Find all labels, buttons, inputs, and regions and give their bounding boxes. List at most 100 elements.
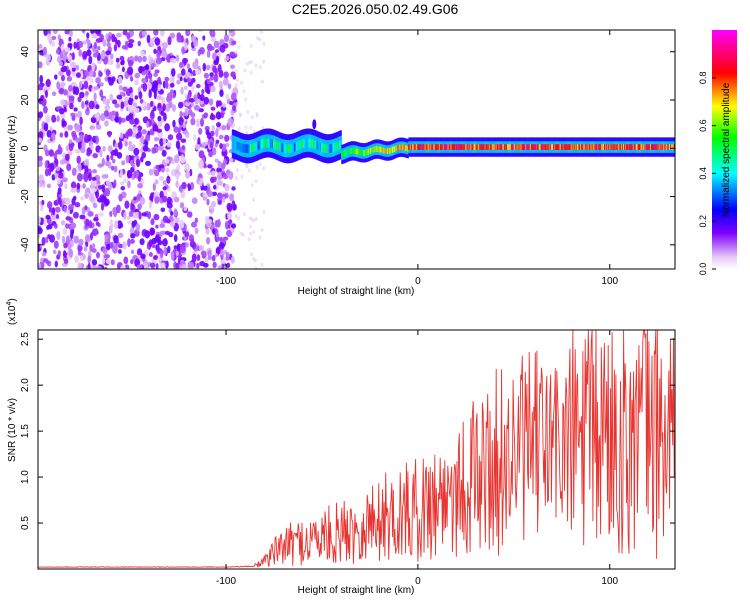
ridge-core — [445, 144, 448, 150]
noise-point — [259, 162, 262, 167]
noise-point — [107, 132, 112, 138]
noise-point — [154, 179, 159, 185]
noise-point — [80, 184, 84, 189]
noise-point — [91, 117, 97, 123]
noise-point — [170, 57, 175, 63]
ridge-core — [320, 142, 322, 152]
ridge-core — [438, 144, 440, 150]
noise-point — [220, 254, 224, 261]
noise-point — [38, 111, 44, 119]
noise-point — [166, 196, 172, 204]
noise-point — [124, 200, 130, 209]
noise-point — [211, 191, 218, 196]
noise-point — [209, 114, 216, 121]
noise-point — [216, 219, 221, 228]
noise-point — [66, 165, 71, 171]
noise-point — [206, 64, 211, 71]
ridge-core — [425, 144, 428, 150]
noise-point — [229, 100, 234, 106]
ridge-core — [405, 145, 407, 151]
noise-point — [132, 106, 137, 113]
ridge-core — [666, 144, 668, 150]
ridge-core — [645, 144, 647, 150]
noise-point — [79, 80, 83, 89]
noise-point — [84, 205, 88, 211]
y-tick-label: 40 — [20, 46, 31, 58]
noise-point — [242, 89, 246, 94]
noise-point — [212, 261, 217, 268]
ridge-core — [574, 144, 576, 150]
noise-point — [226, 262, 231, 269]
noise-point — [138, 91, 143, 100]
noise-point — [87, 262, 91, 269]
ridge-core — [310, 139, 313, 148]
noise-point — [185, 30, 191, 37]
ridge-core — [255, 142, 258, 151]
ridge-core — [306, 138, 309, 148]
noise-point — [151, 244, 156, 249]
noise-point — [168, 101, 173, 109]
y-tick-label: -40 — [20, 237, 31, 252]
noise-point — [41, 236, 46, 246]
noise-point — [171, 169, 176, 177]
ridge-core — [269, 138, 271, 148]
ridge-core — [247, 144, 249, 154]
noise-point — [90, 180, 97, 186]
noise-point — [121, 160, 126, 166]
noise-point — [74, 64, 80, 71]
noise-point — [141, 152, 146, 159]
ridge-core — [397, 144, 400, 151]
noise-point — [67, 42, 73, 49]
noise-point — [74, 255, 79, 264]
noise-point — [213, 73, 219, 83]
ridge-core — [623, 144, 625, 150]
ridge-core — [358, 149, 360, 155]
ridge-core — [633, 144, 636, 150]
noise-point — [142, 55, 147, 63]
noise-point — [128, 105, 134, 113]
ridge-core — [565, 144, 568, 150]
ridge-core — [581, 144, 584, 150]
ridge-core — [563, 144, 566, 150]
noise-point — [89, 77, 94, 84]
ridge-core — [664, 144, 666, 150]
noise-point — [159, 262, 166, 269]
ridge-core — [328, 144, 331, 154]
noise-point — [120, 101, 125, 109]
noise-point — [231, 40, 237, 46]
ridge-core — [602, 144, 604, 150]
ridge-core — [601, 144, 603, 150]
ridge-core — [243, 143, 245, 153]
noise-point — [52, 249, 57, 254]
noise-point — [186, 211, 193, 218]
ridge-core — [591, 144, 594, 150]
ridge-core — [568, 144, 571, 150]
noise-point — [67, 243, 72, 251]
noise-point — [65, 153, 70, 161]
noise-point — [38, 61, 43, 69]
noise-point — [61, 120, 67, 127]
noise-point — [184, 42, 188, 51]
noise-point — [224, 134, 230, 142]
noise-point — [154, 69, 160, 74]
noise-point — [88, 172, 92, 182]
ridge-core — [335, 142, 337, 152]
noise-point — [145, 134, 151, 142]
ridge-core — [264, 138, 266, 148]
noise-point — [194, 227, 199, 235]
noise-point — [169, 82, 175, 88]
noise-point — [172, 119, 176, 128]
noise-point — [65, 216, 71, 221]
x-tick-label: 100 — [601, 576, 618, 587]
noise-point — [235, 168, 239, 172]
noise-point — [221, 263, 225, 269]
noise-point — [133, 157, 137, 163]
noise-point — [244, 97, 248, 102]
ridge-core — [587, 144, 590, 150]
noise-point — [260, 30, 263, 34]
noise-point — [77, 262, 82, 269]
noise-point — [262, 166, 266, 171]
ridge-core — [464, 144, 467, 150]
noise-point — [137, 125, 143, 132]
noise-point — [112, 244, 118, 254]
